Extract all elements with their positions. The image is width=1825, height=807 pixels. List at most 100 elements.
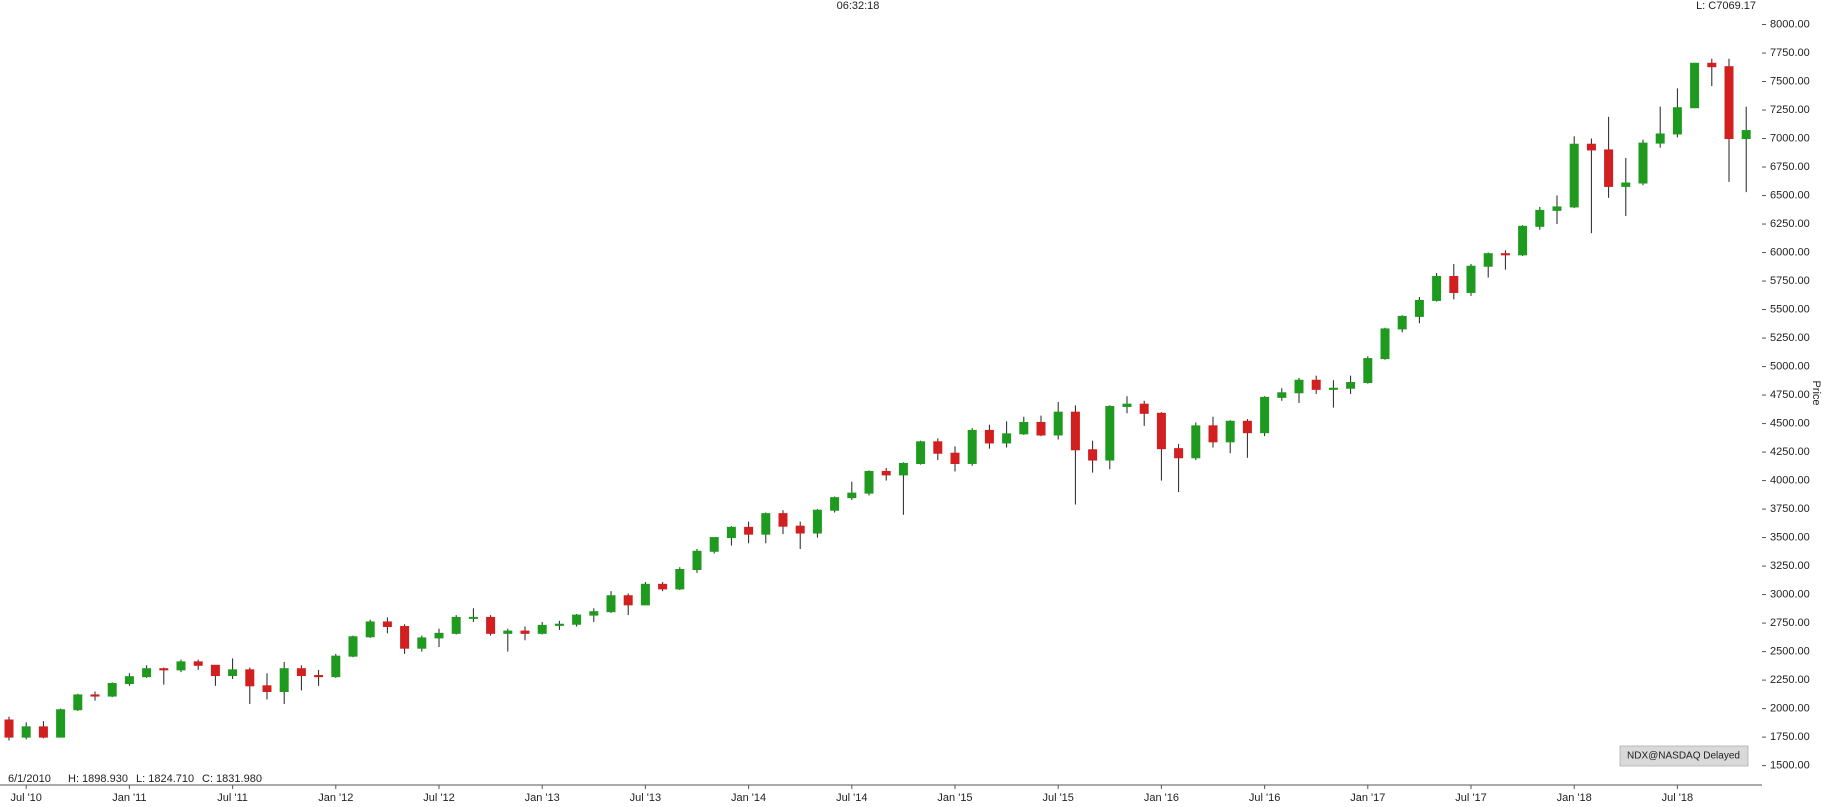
candle-body [1466,265,1476,293]
candle-body [193,661,203,666]
candle-body [726,526,736,539]
candle-body [1053,411,1063,436]
candle-body [210,664,220,677]
y-tick-label: 3250.00 [1770,560,1810,572]
candle-body [864,470,874,494]
candle-body [279,668,289,693]
candle-body [1690,62,1700,109]
y-tick-label: 7000.00 [1770,132,1810,144]
candle-body [692,550,702,571]
candle-body [38,726,48,738]
candle-body [984,429,994,444]
info-close: C: 1831.980 [202,773,262,785]
candle-body [812,509,822,534]
candle-body [486,616,496,634]
candle-body [1569,143,1579,208]
x-tick-label: Jul '10 [10,792,41,804]
candle-body [1518,225,1528,256]
x-tick-label: Jan '17 [1350,792,1385,804]
y-tick-label: 2750.00 [1770,617,1810,629]
y-tick-label: 5000.00 [1770,360,1810,372]
candle-body [434,632,444,639]
y-tick-label: 7500.00 [1770,75,1810,87]
candle-body [898,462,908,476]
candle-body [916,441,926,464]
candle-body [1604,149,1614,187]
y-tick-label: 6000.00 [1770,246,1810,258]
candle-body [314,675,324,678]
x-tick-label: Jul '14 [836,792,867,804]
candle-body [1225,420,1235,443]
candle-body [830,497,840,511]
candle-body [1741,130,1751,140]
candle-body [159,668,169,671]
source-badge [1619,745,1749,767]
candle-body [1208,425,1218,443]
candle-body [1397,315,1407,330]
y-tick-label: 3000.00 [1770,588,1810,600]
candle-body [1105,405,1115,461]
candle-body [90,694,100,697]
candle-body [1552,206,1562,211]
candle-body [778,513,788,527]
x-tick-label: Jul '13 [630,792,661,804]
candle-body [795,525,805,534]
x-tick-label: Jul '17 [1455,792,1486,804]
candle-body [1672,107,1682,135]
candle-body [1707,62,1717,68]
candle-body [451,616,461,634]
x-tick-label: Jan '12 [318,792,353,804]
candle-body [1174,448,1184,459]
candle-body [262,685,272,693]
y-tick-label: 4250.00 [1770,446,1810,458]
y-tick-label: 4000.00 [1770,474,1810,486]
candle-body [1311,379,1321,390]
candle-body [21,726,31,738]
candle-body [1724,66,1734,140]
y-tick-label: 2500.00 [1770,646,1810,658]
x-tick-label: Jan '16 [1144,792,1179,804]
candle-body [331,655,341,678]
candle-body [73,694,83,711]
candle-body [847,492,857,499]
candle-body [1019,421,1029,435]
candle-body [606,595,616,613]
candle-body [1260,396,1270,434]
candle-body [1277,392,1287,398]
info-high: H: 1898.930 [68,773,128,785]
y-tick-label: 3750.00 [1770,503,1810,515]
candle-body [245,669,255,687]
x-tick-label: Jul '11 [217,792,248,804]
x-tick-label: Jul '18 [1662,792,1693,804]
x-tick-label: Jul '15 [1042,792,1073,804]
candle-body [296,668,306,677]
candle-body [417,637,427,649]
clock: 06:32:18 [837,0,880,12]
candle-body [572,614,582,625]
candle-body [675,569,685,590]
y-tick-label: 7750.00 [1770,47,1810,59]
info-date: 6/1/2010 [8,773,51,785]
candle-body [1380,328,1390,360]
candle-body [503,630,513,634]
candle-body [537,624,547,634]
candle-body [1638,142,1648,184]
candle-body [1242,420,1252,434]
candle-body [176,661,186,671]
candle-body [348,636,358,657]
y-tick-label: 4500.00 [1770,417,1810,429]
candle-body [1088,449,1098,461]
candle-body [1122,403,1132,407]
candle-body [623,595,633,606]
candle-body [744,526,754,535]
candle-body [1483,253,1493,267]
source-label: NDX@NASDAQ Delayed [1627,751,1740,762]
candle-body [1655,133,1665,144]
y-tick-label: 5500.00 [1770,303,1810,315]
candle-body [761,513,771,535]
last-price: L: C7069.17 [1696,0,1756,12]
candle-body [1036,421,1046,436]
candle-body [589,611,599,616]
candle-body [4,719,14,738]
